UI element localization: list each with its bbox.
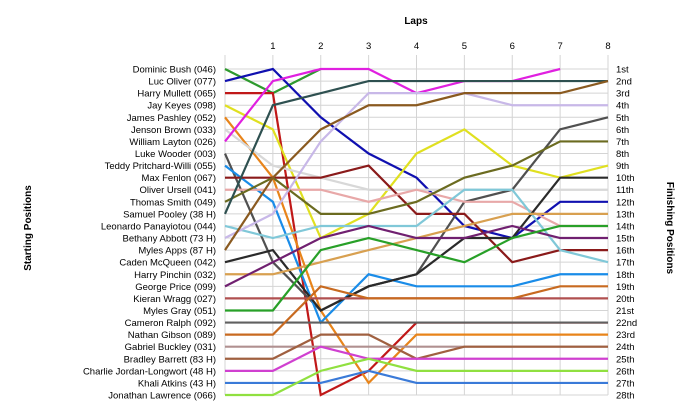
driver-label: Thomas Smith (049) xyxy=(130,197,216,208)
x-tick-label: 8 xyxy=(605,41,610,52)
series-line xyxy=(224,92,608,240)
position-label: 16th xyxy=(616,246,635,257)
driver-label: George Price (099) xyxy=(135,282,216,293)
driver-label: Charlie Jordan-Longwort (48 H) xyxy=(83,366,216,377)
position-label: 8th xyxy=(616,149,629,160)
driver-label: Jonathan Lawrence (066) xyxy=(108,391,216,402)
x-tick-label: 1 xyxy=(270,41,275,52)
position-label: 27th xyxy=(616,378,635,389)
series-line xyxy=(225,345,608,372)
position-label: 22nd xyxy=(616,318,637,329)
y-axis-label-left: Starting Positions xyxy=(23,185,34,271)
driver-label: Myles Gray (051) xyxy=(143,306,216,317)
chart-title: Laps xyxy=(404,16,428,27)
position-label: 19th xyxy=(616,282,635,293)
series-line xyxy=(225,285,608,336)
position-label: 13th xyxy=(616,209,635,220)
position-label: 11th xyxy=(616,185,634,196)
position-label: 25th xyxy=(616,354,635,365)
series-line xyxy=(225,164,608,264)
series-line xyxy=(224,116,608,385)
position-label: 5th xyxy=(616,113,629,124)
series-line xyxy=(225,369,608,385)
position-label: 7th xyxy=(616,137,629,148)
driver-label: James Pashley (052) xyxy=(127,113,216,124)
driver-label: Dominic Bush (046) xyxy=(133,65,216,76)
driver-labels: Dominic Bush (046)Luc Oliver (077)Harry … xyxy=(83,65,216,402)
position-label: 21st xyxy=(616,306,634,317)
x-tick-label: 3 xyxy=(366,41,371,52)
position-label: 1st xyxy=(616,65,629,76)
series-lines xyxy=(223,67,609,397)
position-label: 2nd xyxy=(616,77,632,88)
driver-label: Kieran Wragg (027) xyxy=(133,294,216,305)
series-line xyxy=(223,79,608,215)
position-label: 24th xyxy=(616,342,635,353)
position-label: 4th xyxy=(616,101,629,112)
position-label: 23rd xyxy=(616,330,635,341)
driver-label: Harry Mullett (065) xyxy=(137,89,216,100)
driver-label: Gabriel Buckley (031) xyxy=(125,342,216,353)
x-tick-label: 2 xyxy=(318,41,323,52)
position-label: 12th xyxy=(616,197,635,208)
position-label: 9th xyxy=(616,161,629,172)
series-line xyxy=(224,224,608,288)
driver-label: William Layton (026) xyxy=(129,137,216,148)
position-label: 18th xyxy=(616,270,635,281)
driver-label: Bethany Abbott (73 H) xyxy=(123,234,216,245)
driver-label: Bradley Barrett (83 H) xyxy=(124,354,216,365)
position-label: 17th xyxy=(616,258,635,269)
x-tick-labels: 1 2 3 4 5 6 7 8 xyxy=(270,41,610,52)
driver-label: Myles Apps (87 H) xyxy=(138,246,216,257)
position-label: 15th xyxy=(616,234,635,245)
position-label: 20th xyxy=(616,294,635,305)
driver-label: Samuel Pooley (38 H) xyxy=(123,209,216,220)
x-tick-label: 7 xyxy=(557,41,562,52)
driver-label: Oliver Ursell (041) xyxy=(139,185,216,196)
driver-label: Luke Wooder (003) xyxy=(135,149,216,160)
position-label: 6th xyxy=(616,125,629,136)
driver-label: Caden McQueen (042) xyxy=(119,258,216,269)
position-label: 10th xyxy=(616,173,635,184)
driver-label: Jenson Brown (033) xyxy=(131,125,216,136)
driver-label: Harry Pinchin (032) xyxy=(134,270,216,281)
y-axis-label-right: Finishing Positions xyxy=(664,182,675,275)
driver-label: Jay Keyes (098) xyxy=(147,101,216,112)
series-line xyxy=(225,357,608,397)
driver-label: Max Fenlon (067) xyxy=(142,173,216,184)
position-label: 28th xyxy=(616,391,635,402)
driver-label: Nathan Gibson (089) xyxy=(128,330,216,341)
position-label: 3rd xyxy=(616,89,630,100)
series-line xyxy=(225,224,608,312)
series-line xyxy=(224,80,609,251)
driver-label: Teddy Pritchard-Willi (055) xyxy=(105,161,216,172)
x-tick-label: 4 xyxy=(414,41,419,52)
driver-label: Leonardo Panayiotou (044) xyxy=(101,221,216,232)
driver-label: Cameron Ralph (092) xyxy=(125,318,216,329)
position-label: 14th xyxy=(616,221,635,232)
series-line xyxy=(224,104,609,240)
position-labels: 1st2nd3rd4th5th6th7th8th9th10th11th12th1… xyxy=(616,65,637,402)
x-tick-label: 5 xyxy=(462,41,467,52)
x-tick-label: 6 xyxy=(510,41,515,52)
series-line xyxy=(224,164,608,325)
driver-label: Khali Atkins (43 H) xyxy=(138,378,216,389)
driver-label: Luc Oliver (077) xyxy=(148,77,216,88)
position-label: 26th xyxy=(616,366,635,377)
